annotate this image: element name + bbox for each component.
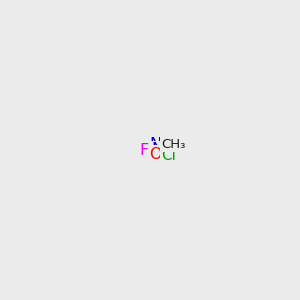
Text: F: F [140,143,149,158]
Text: Cl: Cl [161,148,176,163]
Text: N: N [149,137,161,152]
Text: N: N [152,142,164,157]
Text: O: O [149,147,161,162]
Text: CH₃: CH₃ [161,138,185,151]
